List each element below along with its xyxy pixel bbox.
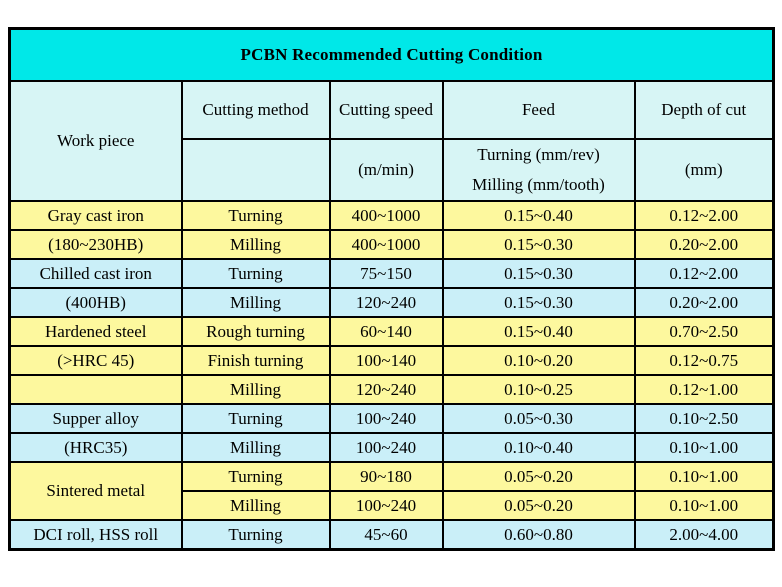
table-row: (HRC35) Milling 100~240 0.10~0.40 0.10~1… (8, 432, 775, 463)
cell-depth: 0.20~2.00 (633, 229, 775, 260)
cell-depth: 0.12~2.00 (633, 200, 775, 231)
cell-workpiece: (>HRC 45) (8, 345, 183, 376)
cell-workpiece: Gray cast iron (8, 200, 183, 231)
cutting-conditions-table: PCBN Recommended Cutting Condition Work … (8, 27, 776, 551)
header-row-units: (m/min) Turning (mm/rev) Milling (mm/too… (10, 138, 775, 202)
cell-method: Milling (180, 287, 331, 318)
cell-method: Finish turning (180, 345, 331, 376)
cell-depth: 0.20~2.00 (633, 287, 775, 318)
header-work-piece: Work piece (8, 80, 183, 202)
title-row: PCBN Recommended Cutting Condition (8, 27, 775, 82)
cell-depth: 0.12~0.75 (633, 345, 775, 376)
header-cutting-method: Cutting method (180, 80, 331, 140)
cell-speed: 100~140 (328, 345, 444, 376)
cell-depth: 0.10~1.00 (633, 461, 775, 492)
cell-method: Milling (180, 432, 331, 463)
cell-speed: 60~140 (328, 316, 444, 347)
table-title: PCBN Recommended Cutting Condition (8, 27, 775, 82)
cell-depth: 0.10~1.00 (633, 432, 775, 463)
cell-method: Rough turning (180, 316, 331, 347)
cell-method: Turning (180, 403, 331, 434)
cell-depth: 2.00~4.00 (633, 519, 775, 551)
cell-method: Turning (180, 461, 331, 492)
cell-workpiece: DCI roll, HSS roll (8, 519, 183, 551)
cell-method: Turning (180, 519, 331, 551)
header-depth-of-cut: Depth of cut (633, 80, 775, 140)
cell-method: Milling (180, 374, 331, 405)
cell-feed: 0.05~0.20 (441, 461, 636, 492)
cell-feed: 0.15~0.40 (441, 316, 636, 347)
table-row: Milling 120~240 0.10~0.25 0.12~1.00 (8, 374, 775, 405)
table-row: (>HRC 45) Finish turning 100~140 0.10~0.… (8, 345, 775, 376)
cell-method: Turning (180, 258, 331, 289)
header-feed-milling-unit: Milling (mm/tooth) (472, 175, 605, 194)
cell-speed: 120~240 (328, 374, 444, 405)
table-row: (400HB) Milling 120~240 0.15~0.30 0.20~2… (8, 287, 775, 318)
cell-speed: 45~60 (328, 519, 444, 551)
cell-feed: 0.60~0.80 (441, 519, 636, 551)
cell-workpiece: (400HB) (8, 287, 183, 318)
cell-workpiece: Chilled cast iron (8, 258, 183, 289)
cell-speed: 100~240 (328, 432, 444, 463)
cell-speed: 120~240 (328, 287, 444, 318)
header-speed-unit: (m/min) (328, 138, 444, 202)
cell-speed: 90~180 (328, 461, 444, 492)
cell-feed: 0.05~0.20 (441, 490, 636, 521)
cell-feed: 0.10~0.40 (441, 432, 636, 463)
cell-feed: 0.15~0.30 (441, 258, 636, 289)
cell-method: Turning (180, 200, 331, 231)
cell-workpiece (8, 374, 183, 405)
table-row: Supper alloy Turning 100~240 0.05~0.30 0… (8, 403, 775, 434)
cell-depth: 0.10~2.50 (633, 403, 775, 434)
cell-speed: 400~1000 (328, 229, 444, 260)
cell-workpiece: Supper alloy (8, 403, 183, 434)
cell-feed: 0.15~0.40 (441, 200, 636, 231)
cell-workpiece: (180~230HB) (8, 229, 183, 260)
table-row: (180~230HB) Milling 400~1000 0.15~0.30 0… (8, 229, 775, 260)
header-feed-units: Turning (mm/rev) Milling (mm/tooth) (441, 138, 636, 202)
cell-speed: 100~240 (328, 403, 444, 434)
header-feed: Feed (441, 80, 636, 140)
table-row: Chilled cast iron Turning 75~150 0.15~0.… (8, 258, 775, 289)
header-cutting-method-blank (180, 138, 331, 202)
header-cutting-speed: Cutting speed (328, 80, 444, 140)
cell-workpiece: (HRC35) (8, 432, 183, 463)
cell-method: Milling (180, 229, 331, 260)
cell-feed: 0.05~0.30 (441, 403, 636, 434)
cell-depth: 0.70~2.50 (633, 316, 775, 347)
cell-feed: 0.10~0.25 (441, 374, 636, 405)
table-row: Gray cast iron Turning 400~1000 0.15~0.4… (8, 200, 775, 231)
cell-speed: 100~240 (328, 490, 444, 521)
cell-method: Milling (180, 490, 331, 521)
cell-feed: 0.15~0.30 (441, 287, 636, 318)
cell-speed: 75~150 (328, 258, 444, 289)
table-row: Milling 100~240 0.05~0.20 0.10~1.00 (10, 490, 775, 521)
table-row: Sintered metal Turning 90~180 0.05~0.20 … (8, 461, 775, 521)
cell-feed: 0.15~0.30 (441, 229, 636, 260)
cell-speed: 400~1000 (328, 200, 444, 231)
header-depth-unit: (mm) (633, 138, 775, 202)
cell-workpiece: Sintered metal (8, 461, 183, 521)
header-row-top: Work piece Cutting method Cutting speed … (8, 80, 775, 202)
cell-depth: 0.10~1.00 (633, 490, 775, 521)
table-row: Hardened steel Rough turning 60~140 0.15… (8, 316, 775, 347)
table-row: DCI roll, HSS roll Turning 45~60 0.60~0.… (8, 519, 775, 551)
cell-depth: 0.12~1.00 (633, 374, 775, 405)
header-feed-turning-unit: Turning (mm/rev) (477, 145, 600, 165)
cell-workpiece: Hardened steel (8, 316, 183, 347)
cell-depth: 0.12~2.00 (633, 258, 775, 289)
cell-feed: 0.10~0.20 (441, 345, 636, 376)
